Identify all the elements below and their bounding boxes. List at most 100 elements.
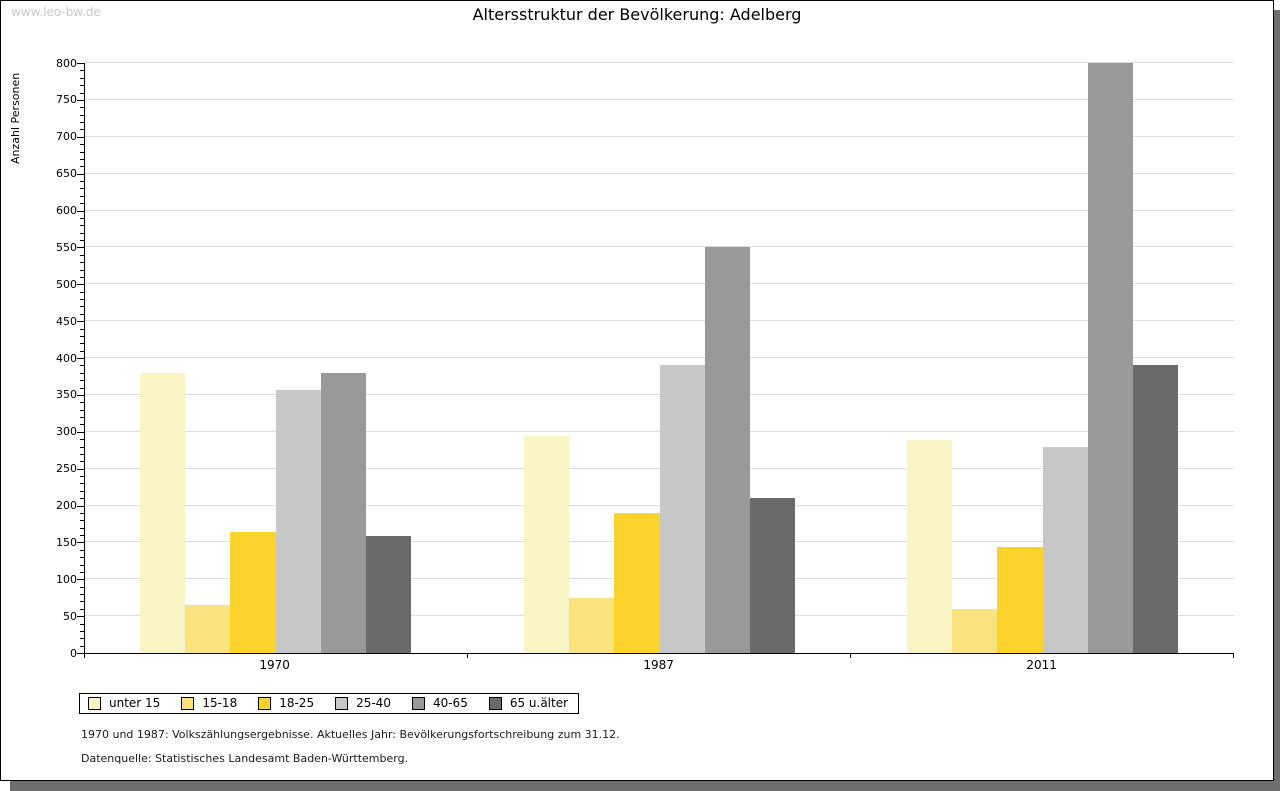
y-major-tick [77, 579, 84, 581]
y-minor-tick [80, 498, 84, 500]
gridline [85, 135, 1234, 137]
y-minor-tick [80, 439, 84, 441]
gridline [85, 467, 1234, 469]
y-tick-label: 50 [63, 609, 77, 623]
y-minor-tick [80, 630, 84, 632]
y-minor-tick [80, 638, 84, 640]
footnote-source-note: 1970 und 1987: Volkszählungsergebnisse. … [81, 728, 620, 741]
y-minor-tick [80, 564, 84, 566]
legend-item: 15-18 [181, 697, 237, 710]
y-minor-tick [80, 291, 84, 293]
y-minor-tick [80, 483, 84, 485]
y-minor-tick [80, 107, 84, 109]
y-minor-tick [80, 623, 84, 625]
legend: unter 15 15-18 18-25 25-40 40-65 65 u.älter [79, 693, 580, 714]
y-tick-label: 600 [56, 204, 77, 217]
y-minor-tick [80, 409, 84, 411]
x-category-label: 1970 [259, 658, 290, 672]
legend-label: unter 15 [109, 696, 161, 710]
y-minor-tick [80, 85, 84, 87]
footnote-data-source: Datenquelle: Statistisches Landesamt Bad… [81, 752, 409, 765]
y-minor-tick [80, 335, 84, 337]
y-tick-label: 200 [56, 499, 77, 512]
y-minor-tick [80, 571, 84, 573]
y-tick-label: 0 [70, 646, 77, 660]
x-tick [1233, 654, 1234, 658]
y-minor-tick [80, 166, 84, 168]
legend-swatch [88, 697, 101, 710]
y-tick-label: 550 [56, 240, 77, 254]
legend-label: 40-65 [432, 696, 468, 710]
bar-18-25-2011 [997, 546, 1043, 653]
y-minor-tick [80, 299, 84, 300]
y-major-tick [77, 653, 84, 654]
y-minor-tick [80, 114, 84, 116]
y-minor-tick [80, 254, 84, 256]
y-minor-tick [80, 217, 84, 219]
y-minor-tick [80, 446, 84, 448]
legend-swatch [335, 697, 349, 710]
y-minor-tick [80, 586, 84, 588]
y-major-tick [77, 136, 84, 138]
x-category-label: 1987 [643, 658, 674, 672]
y-minor-tick [80, 557, 84, 559]
watermark-link[interactable]: www.leo-bw.de [11, 5, 101, 19]
y-major-tick [77, 394, 84, 396]
bar-unter-15-1987 [524, 436, 570, 653]
y-minor-tick [80, 158, 84, 160]
bar-65-u.älter-1970 [366, 536, 412, 653]
y-minor-tick [80, 512, 84, 514]
y-major-tick [77, 431, 84, 433]
legend-item: 40-65 [411, 696, 468, 710]
y-minor-tick [80, 92, 84, 94]
y-minor-tick [80, 453, 84, 455]
bar-18-25-1987 [614, 512, 660, 653]
y-minor-tick [80, 490, 84, 492]
y-major-tick [77, 616, 84, 618]
y-tick-label: 150 [56, 535, 77, 549]
y-minor-tick [80, 181, 84, 182]
y-minor-tick [80, 188, 84, 190]
y-minor-tick [80, 122, 84, 123]
gridline [85, 504, 1234, 506]
y-minor-tick [80, 365, 84, 367]
y-minor-tick [80, 313, 84, 315]
y-minor-tick [80, 343, 84, 345]
legend-swatch [258, 697, 272, 710]
legend-item: unter 15 [88, 697, 160, 710]
y-minor-tick [80, 380, 84, 382]
bar-15-18-1970 [185, 605, 231, 653]
y-major-tick [77, 99, 84, 101]
y-minor-tick [80, 527, 84, 529]
y-minor-tick [80, 225, 84, 227]
gridline [85, 430, 1234, 432]
bar-65-u.älter-2011 [1133, 365, 1179, 653]
x-category-label: 2011 [1026, 658, 1057, 672]
bar-18-25-1970 [230, 532, 276, 653]
y-tick-label: 750 [56, 93, 77, 107]
y-minor-tick [80, 350, 84, 352]
gridline [85, 246, 1234, 248]
bar-40-65-1970 [320, 372, 366, 653]
legend-item: 65 u.älter [488, 697, 568, 710]
gridline [85, 393, 1234, 395]
y-major-tick [77, 210, 84, 212]
y-major-tick [77, 542, 84, 544]
y-major-tick [77, 247, 84, 249]
y-minor-tick [80, 232, 84, 234]
gridline [85, 62, 1234, 63]
y-tick-label: 450 [56, 314, 77, 328]
y-axis-title: Anzahl Personen [9, 72, 22, 164]
y-minor-tick [80, 276, 84, 278]
y-tick-label: 800 [56, 56, 77, 70]
bar-15-18-2011 [952, 608, 998, 653]
y-minor-tick [80, 645, 84, 647]
bar-40-65-1987 [704, 247, 750, 653]
y-minor-tick [80, 594, 84, 595]
bar-25-40-1987 [659, 364, 705, 653]
y-minor-tick [80, 77, 84, 79]
y-major-tick [77, 358, 84, 359]
y-minor-tick [80, 70, 84, 72]
legend-item: 18-25 [258, 697, 314, 710]
